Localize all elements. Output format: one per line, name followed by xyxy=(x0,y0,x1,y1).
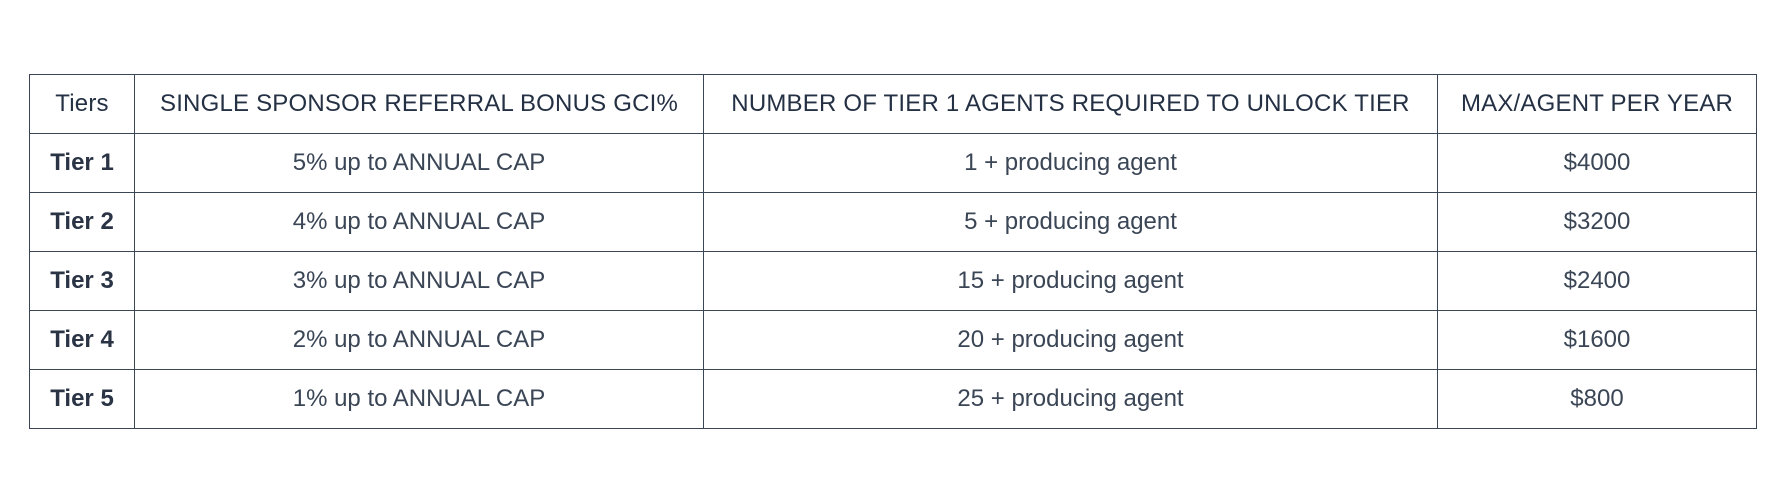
tier-name-cell: Tier 4 xyxy=(29,310,135,370)
agents-required-cell: 20 + producing agent xyxy=(703,310,1438,370)
max-per-year-cell: $800 xyxy=(1437,369,1757,429)
table-row: Tier 3 3% up to ANNUAL CAP 15 + producin… xyxy=(29,251,1757,311)
agents-required-cell: 5 + producing agent xyxy=(703,192,1438,252)
header-tiers: Tiers xyxy=(29,74,135,134)
table-body: Tier 1 5% up to ANNUAL CAP 1 + producing… xyxy=(29,133,1757,429)
tier-name-cell: Tier 1 xyxy=(29,133,135,193)
max-per-year-cell: $3200 xyxy=(1437,192,1757,252)
table-row: Tier 2 4% up to ANNUAL CAP 5 + producing… xyxy=(29,192,1757,252)
tier-name-cell: Tier 5 xyxy=(29,369,135,429)
tier-name-cell: Tier 2 xyxy=(29,192,135,252)
header-row: Tiers SINGLE SPONSOR REFERRAL BONUS GCI%… xyxy=(29,74,1757,134)
tier-name-cell: Tier 3 xyxy=(29,251,135,311)
header-referral-bonus: SINGLE SPONSOR REFERRAL BONUS GCI% xyxy=(134,74,704,134)
max-per-year-cell: $2400 xyxy=(1437,251,1757,311)
agents-required-cell: 1 + producing agent xyxy=(703,133,1438,193)
header-agents-required: NUMBER OF TIER 1 AGENTS REQUIRED TO UNLO… xyxy=(703,74,1438,134)
bonus-cell: 5% up to ANNUAL CAP xyxy=(134,133,704,193)
table-row: Tier 4 2% up to ANNUAL CAP 20 + producin… xyxy=(29,310,1757,370)
referral-tier-table: Tiers SINGLE SPONSOR REFERRAL BONUS GCI%… xyxy=(29,74,1757,429)
max-per-year-cell: $1600 xyxy=(1437,310,1757,370)
agents-required-cell: 25 + producing agent xyxy=(703,369,1438,429)
bonus-cell: 2% up to ANNUAL CAP xyxy=(134,310,704,370)
bonus-cell: 4% up to ANNUAL CAP xyxy=(134,192,704,252)
table-row: Tier 5 1% up to ANNUAL CAP 25 + producin… xyxy=(29,369,1757,429)
table-row: Tier 1 5% up to ANNUAL CAP 1 + producing… xyxy=(29,133,1757,193)
agents-required-cell: 15 + producing agent xyxy=(703,251,1438,311)
table-header: Tiers SINGLE SPONSOR REFERRAL BONUS GCI%… xyxy=(29,74,1757,134)
max-per-year-cell: $4000 xyxy=(1437,133,1757,193)
bonus-cell: 1% up to ANNUAL CAP xyxy=(134,369,704,429)
header-max-per-year: MAX/AGENT PER YEAR xyxy=(1437,74,1757,134)
bonus-cell: 3% up to ANNUAL CAP xyxy=(134,251,704,311)
